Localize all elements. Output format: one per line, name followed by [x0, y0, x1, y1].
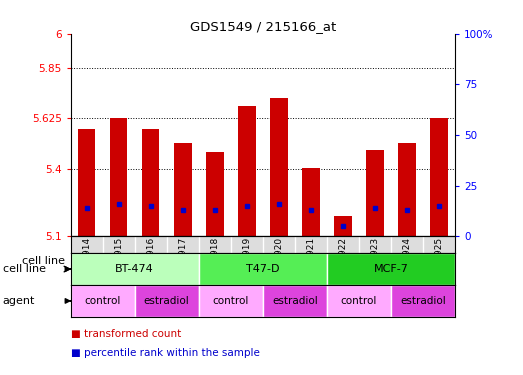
Text: GSM80922: GSM80922 — [338, 237, 347, 286]
Bar — [71, 285, 135, 317]
Bar — [270, 98, 288, 236]
Text: GSM80918: GSM80918 — [210, 237, 219, 286]
Bar — [366, 150, 384, 236]
Bar — [263, 285, 327, 317]
Bar — [135, 285, 199, 317]
Text: GSM80916: GSM80916 — [146, 237, 155, 286]
Title: GDS1549 / 215166_at: GDS1549 / 215166_at — [190, 20, 336, 33]
Bar — [71, 253, 199, 285]
Bar — [142, 129, 160, 236]
Text: control: control — [84, 296, 121, 306]
Bar — [391, 285, 455, 317]
Bar — [78, 129, 95, 236]
Bar — [238, 106, 256, 236]
Text: control: control — [212, 296, 249, 306]
Text: estradiol: estradiol — [272, 296, 317, 306]
Text: ■ transformed count: ■ transformed count — [71, 329, 181, 339]
Text: estradiol: estradiol — [144, 296, 189, 306]
Bar — [430, 118, 448, 236]
Text: GSM80917: GSM80917 — [178, 237, 187, 286]
Bar — [174, 143, 191, 236]
Text: agent: agent — [3, 296, 35, 306]
Text: GSM80920: GSM80920 — [275, 237, 283, 286]
Text: cell line: cell line — [3, 264, 46, 274]
Text: cell line: cell line — [22, 256, 65, 266]
Text: ■ percentile rank within the sample: ■ percentile rank within the sample — [71, 348, 259, 357]
Text: GSM80925: GSM80925 — [435, 237, 444, 286]
Text: GSM80915: GSM80915 — [114, 237, 123, 286]
Text: GSM80921: GSM80921 — [306, 237, 315, 286]
Text: BT-474: BT-474 — [115, 264, 154, 274]
Text: T47-D: T47-D — [246, 264, 280, 274]
Bar — [110, 118, 128, 236]
Text: GSM80923: GSM80923 — [370, 237, 379, 286]
Bar — [302, 168, 320, 236]
Bar — [199, 285, 263, 317]
Text: estradiol: estradiol — [400, 296, 446, 306]
Bar — [199, 253, 327, 285]
Text: control: control — [340, 296, 377, 306]
Bar — [206, 152, 223, 236]
Bar — [327, 253, 455, 285]
Text: GSM80914: GSM80914 — [82, 237, 91, 286]
Text: GSM80919: GSM80919 — [242, 237, 251, 286]
Text: MCF-7: MCF-7 — [373, 264, 408, 274]
Bar — [327, 285, 391, 317]
Bar — [334, 216, 351, 236]
Bar — [398, 143, 416, 236]
Text: GSM80924: GSM80924 — [403, 237, 412, 286]
